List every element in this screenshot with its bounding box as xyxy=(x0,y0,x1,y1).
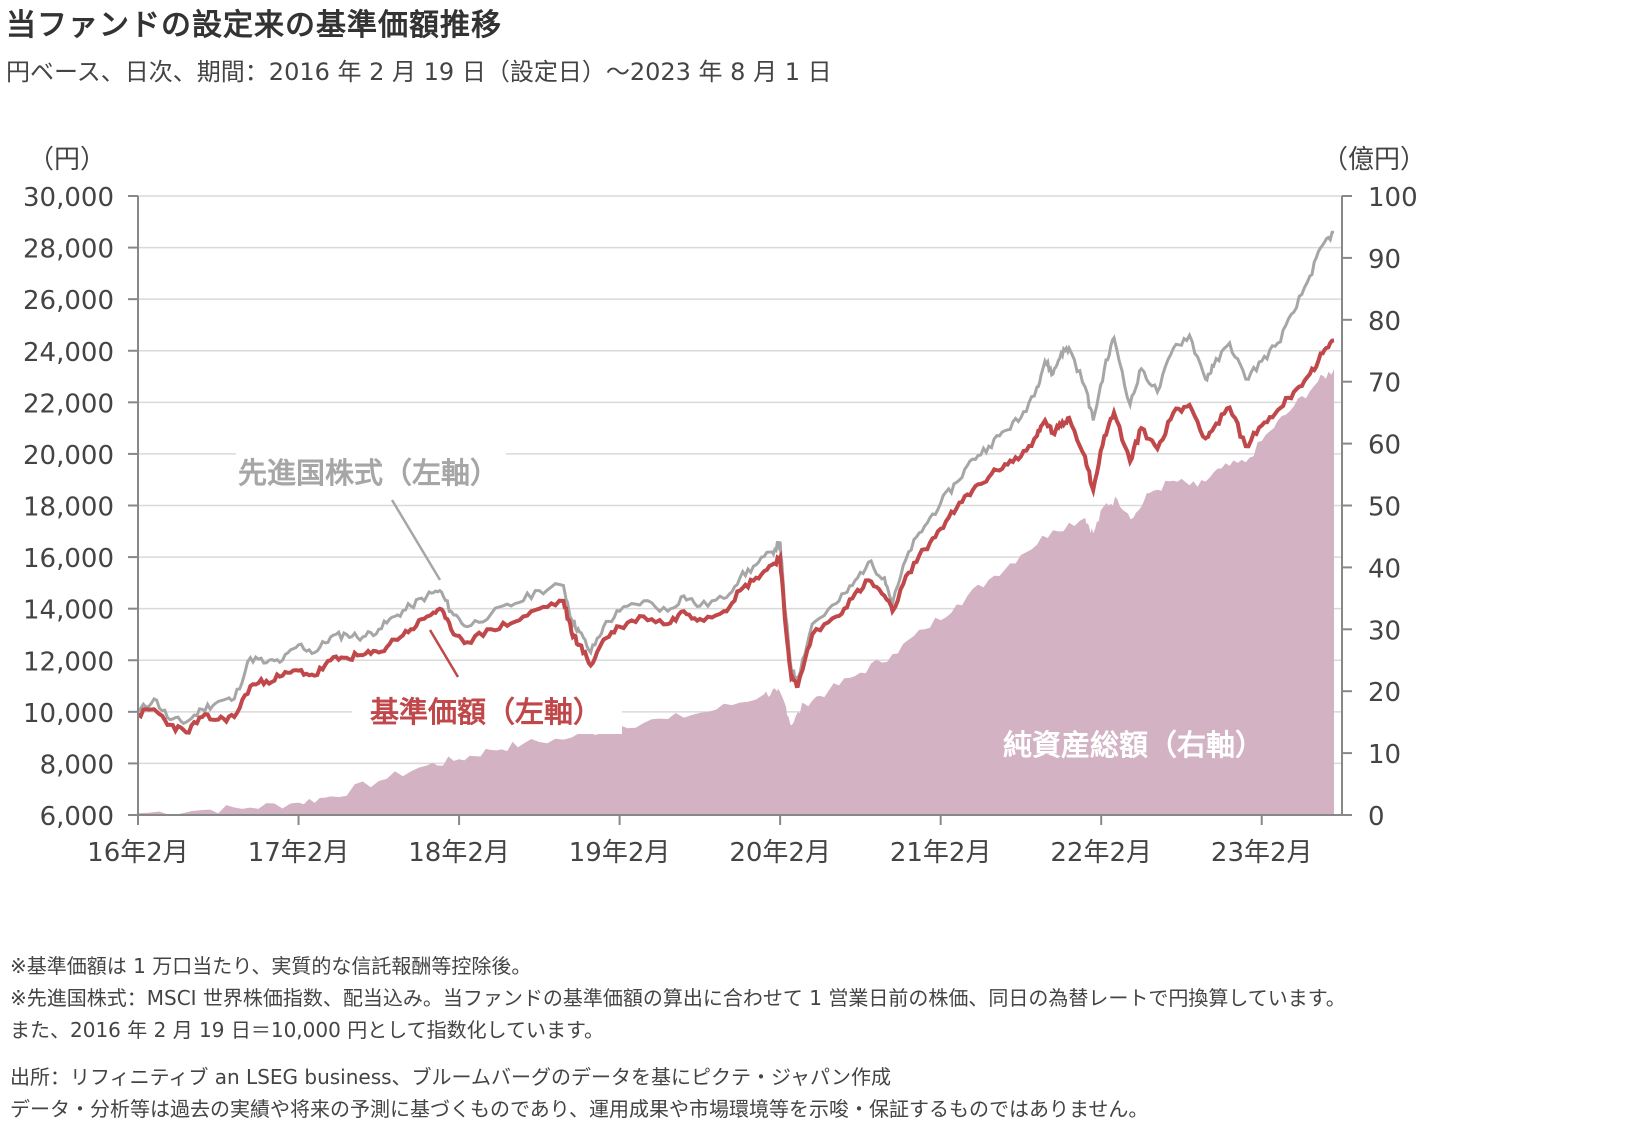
x-axis-ticks: 16年2月 17年2月 18年2月 19年2月 20年2月 21年2月 22年2月 23年2月 xyxy=(87,815,1313,868)
x-tick-label: 17年2月 xyxy=(248,838,350,868)
right-tick-label: 40 xyxy=(1368,554,1401,584)
right-tick-label: 50 xyxy=(1368,493,1401,523)
left-tick-label: 6,000 xyxy=(40,802,114,832)
right-tick-label: 100 xyxy=(1368,183,1418,213)
source-line-1: 出所：リフィニティブ an LSEG business、ブルームバーグのデータを… xyxy=(10,1065,891,1089)
x-tick-label: 19年2月 xyxy=(569,838,671,868)
source-text: 出所：リフィニティブ an LSEG business、ブルームバーグのデータを… xyxy=(10,1061,1148,1125)
left-tick-label: 10,000 xyxy=(23,699,114,729)
x-tick-label: 23年2月 xyxy=(1211,838,1313,868)
right-tick-label: 20 xyxy=(1368,678,1401,708)
x-tick-label: 20年2月 xyxy=(729,838,831,868)
left-tick-label: 16,000 xyxy=(23,544,114,574)
left-axis-unit-label: （円） xyxy=(28,145,106,175)
series-line-nav xyxy=(136,338,1335,735)
right-tick-label: 80 xyxy=(1368,307,1401,337)
x-tick-label: 21年2月 xyxy=(890,838,992,868)
left-tick-label: 8,000 xyxy=(40,750,114,780)
page-title: 当ファンドの設定来の基準価額推移 xyxy=(6,8,502,43)
note-line-2: ※先進国株式：MSCI 世界株価指数、配当込み。当ファンドの基準価額の算出に合わ… xyxy=(10,986,1346,1010)
left-tick-label: 30,000 xyxy=(23,183,114,213)
x-tick-label: 16年2月 xyxy=(87,838,189,868)
annotation-leader-nav xyxy=(428,629,460,678)
annotation-index-bg xyxy=(236,450,506,494)
note-line-3: また、2016 年 2 月 19 日＝10,000 円として指数化しています。 xyxy=(10,1018,604,1042)
left-tick-label: 14,000 xyxy=(23,596,114,626)
right-tick-label: 0 xyxy=(1368,802,1385,832)
left-tick-label: 18,000 xyxy=(23,493,114,523)
left-tick-label: 20,000 xyxy=(23,441,114,471)
left-tick-label: 26,000 xyxy=(23,286,114,316)
chart-notes: ※基準価額は 1 万口当たり、実質的な信託報酬等控除後。 ※先進国株式：MSCI… xyxy=(10,950,1346,1046)
left-axis-ticks: 30,000 28,000 26,000 24,000 22,000 20,000 18,0… xyxy=(23,183,138,832)
annotation-leader-index xyxy=(390,499,442,581)
left-tick-label: 28,000 xyxy=(23,235,114,265)
left-tick-label: 22,000 xyxy=(23,389,114,419)
right-tick-label: 90 xyxy=(1368,245,1401,275)
annotation-label-aum: 純資産総額（右軸） xyxy=(1003,728,1264,762)
x-tick-label: 18年2月 xyxy=(408,838,510,868)
right-tick-label: 10 xyxy=(1368,740,1401,770)
left-tick-label: 24,000 xyxy=(23,338,114,368)
right-tick-label: 60 xyxy=(1368,431,1401,461)
series-area-aum xyxy=(138,369,1334,816)
annotation-label-index: 先進国株式（左軸） xyxy=(238,456,499,490)
chart-subtitle: 円ベース、日次、期間：2016 年 2 月 19 日（設定日）～2023 年 8… xyxy=(6,58,832,86)
right-axis-unit-label: （億円） xyxy=(1322,145,1426,175)
left-tick-label: 12,000 xyxy=(23,647,114,677)
right-tick-label: 70 xyxy=(1368,369,1401,399)
annotation-label-nav: 基準価額（左軸） xyxy=(370,695,602,729)
source-line-2: データ・分析等は過去の実績や将来の予測に基づくものであり、運用成果や市場環境等を… xyxy=(10,1097,1149,1121)
x-tick-label: 22年2月 xyxy=(1050,838,1152,868)
fund-performance-chart: 30,000 28,000 26,000 24,000 22,000 20,000 18,0… xyxy=(23,145,1426,868)
note-line-1: ※基準価額は 1 万口当たり、実質的な信託報酬等控除後。 xyxy=(10,954,532,978)
right-tick-label: 30 xyxy=(1368,616,1401,646)
annotation-nav-bg xyxy=(352,690,622,734)
